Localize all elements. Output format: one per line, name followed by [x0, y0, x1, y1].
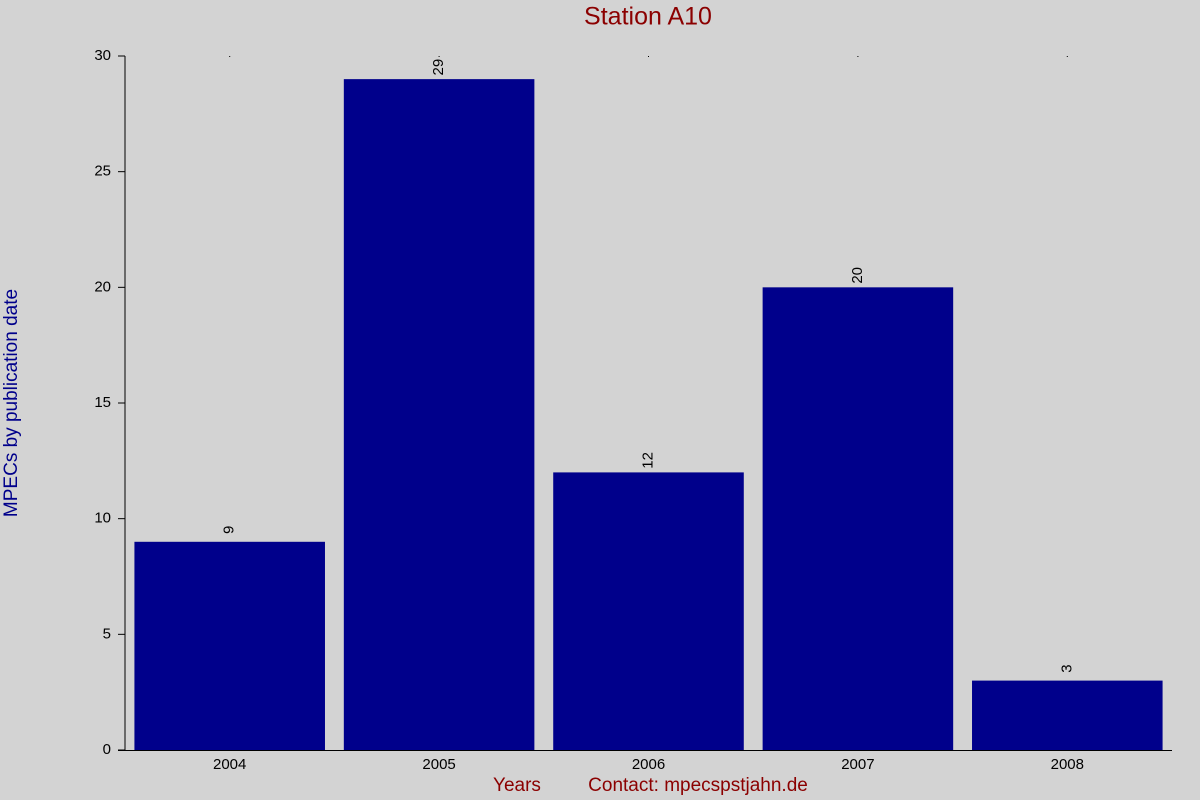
value-label: 12: [639, 452, 656, 469]
top-dot: [648, 56, 649, 57]
y-tick-label: 10: [94, 510, 111, 527]
top-dot: [229, 56, 231, 57]
y-tick-label: 20: [94, 278, 111, 295]
y-axis-label: MPECs by publication date: [1, 289, 22, 517]
value-label: 20: [849, 267, 866, 284]
y-tick-label: 0: [103, 741, 111, 758]
y-tick-label: 5: [103, 625, 111, 642]
bar: [553, 472, 744, 750]
x-tick-label: 2007: [841, 756, 874, 773]
annotation: Contact: mpecspstjahn.de: [588, 775, 808, 796]
x-tick-label: 2005: [422, 756, 455, 773]
bar: [134, 541, 325, 750]
x-tick-label: 2004: [213, 756, 246, 773]
chart-title: Station A10: [584, 3, 712, 31]
y-tick-label: 30: [94, 47, 111, 64]
value-label: 29: [430, 59, 447, 76]
bar: [762, 287, 954, 750]
x-axis-label: Years: [493, 775, 541, 796]
value-label: 9: [221, 526, 238, 534]
bar: [972, 680, 1163, 750]
bar: [343, 79, 535, 751]
top-dot: [438, 56, 440, 57]
y-tick-label: 15: [94, 394, 111, 411]
y-tick-label: 25: [94, 163, 111, 180]
value-label: 3: [1058, 664, 1075, 672]
x-tick-label: 2006: [632, 756, 665, 773]
x-tick-label: 2008: [1051, 756, 1084, 773]
top-dot: [1066, 56, 1068, 57]
top-dot: [857, 56, 859, 57]
